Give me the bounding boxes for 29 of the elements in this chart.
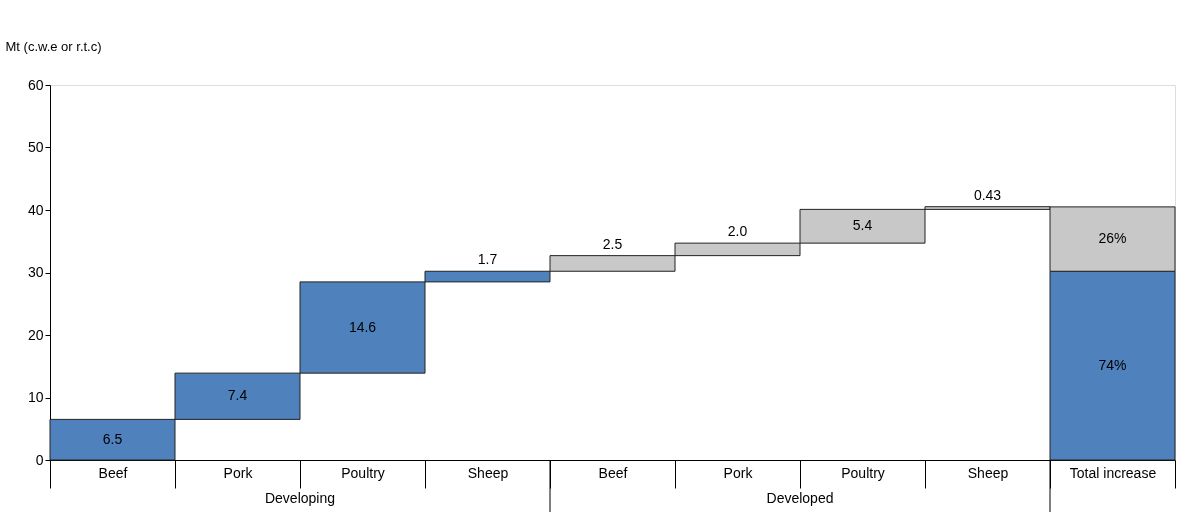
annotation: 26% <box>1098 230 1127 247</box>
text: Developing <box>264 490 336 506</box>
y-tick-label: 50 <box>27 139 44 155</box>
data-label: 14.6 <box>348 318 377 335</box>
data-label: 2.5 <box>602 235 623 252</box>
annotation: 74% <box>1098 356 1127 373</box>
x-tick-label: Poultry <box>341 464 385 481</box>
x-tick-label: Beef <box>98 464 128 481</box>
y-tick-label: 0 <box>35 451 44 468</box>
y-tick-label: 20 <box>27 326 44 343</box>
data-label: 7.4 <box>227 387 248 404</box>
y-axis-title: Mt (c.w.e or r.t.c) <box>5 38 102 54</box>
data-label: 0.43 <box>973 186 1002 203</box>
x-tick-label: Sheep <box>967 464 1009 481</box>
y-tick-label: 60 <box>27 76 44 93</box>
text: Developed <box>766 490 834 506</box>
x-tick-label: Total increase <box>1069 464 1157 481</box>
x-tick-label: Sheep <box>467 464 509 481</box>
y-tick-label: 30 <box>27 264 44 280</box>
data-label: 2.0 <box>727 223 748 240</box>
data-label: 5.4 <box>852 217 873 234</box>
y-tick-label: 40 <box>27 201 44 218</box>
x-tick-label: Poultry <box>841 464 885 481</box>
x-tick-label: Beef <box>598 464 628 481</box>
x-tick-label: Pork <box>223 464 254 481</box>
x-tick-label: Pork <box>723 464 754 481</box>
y-tick-label: 10 <box>27 389 44 405</box>
data-label: 1.7 <box>477 251 498 268</box>
data-label: 6.5 <box>102 430 123 447</box>
